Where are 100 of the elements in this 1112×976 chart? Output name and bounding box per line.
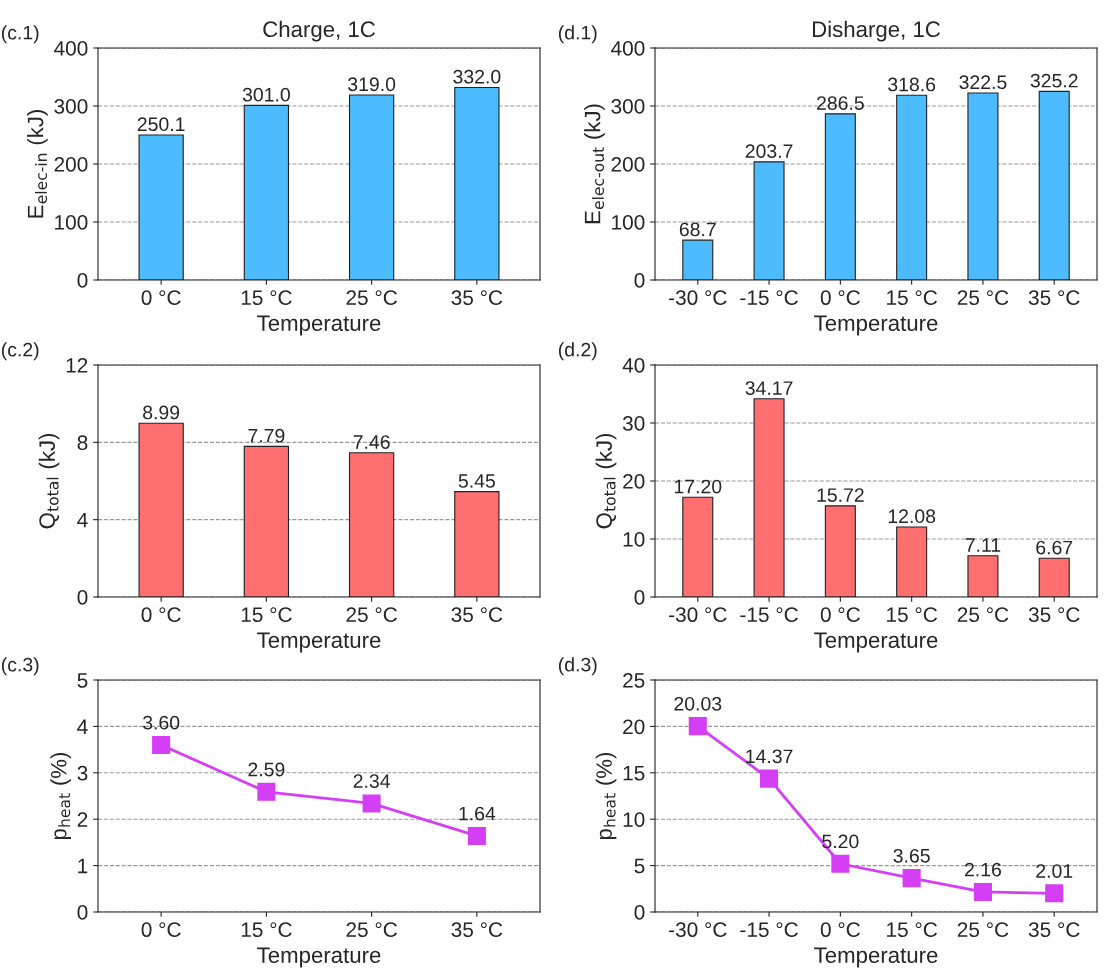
y-axis-title: p$_{heat}$ (%) bbox=[595, 752, 617, 840]
x-tick-label: 25 °C bbox=[346, 607, 397, 623]
y-tick-label: 10 bbox=[623, 532, 645, 547]
x-tick-label: 25 °C bbox=[957, 290, 1009, 306]
data-label: 325.2 bbox=[1030, 73, 1078, 88]
y-tick-label: 15 bbox=[623, 766, 645, 781]
point bbox=[760, 769, 779, 788]
y-tick-label: 300 bbox=[54, 99, 88, 114]
data-label: 17.20 bbox=[674, 479, 722, 494]
point bbox=[831, 854, 850, 873]
y-tick-label: 1 bbox=[78, 858, 88, 874]
point bbox=[902, 869, 921, 888]
y-axis-title: Q$_{total}$ (kJ) bbox=[38, 433, 60, 529]
x-tick-label: 0 °C bbox=[141, 290, 181, 306]
y-tick-label: 40 bbox=[622, 358, 645, 373]
data-label: 203.7 bbox=[745, 144, 793, 159]
data-label: 2.16 bbox=[964, 862, 1001, 877]
x-tick-label: 35 °C bbox=[451, 922, 503, 938]
data-label: 1.64 bbox=[459, 806, 496, 821]
x-tick-label: 25 °C bbox=[957, 922, 1009, 938]
y-tick-label: 0 bbox=[634, 590, 645, 605]
data-label: 7.46 bbox=[353, 435, 390, 449]
point bbox=[467, 826, 486, 845]
point bbox=[688, 717, 707, 736]
point bbox=[257, 782, 276, 801]
data-label: 7.79 bbox=[248, 428, 285, 443]
point bbox=[362, 794, 381, 813]
y-tick-label: 20 bbox=[623, 719, 645, 735]
x-tick-label: 25 °C bbox=[346, 922, 397, 938]
y-tick-label: 20 bbox=[623, 474, 645, 489]
y-tick-label: 0 bbox=[77, 905, 88, 920]
x-tick-label: -15 °C bbox=[740, 922, 798, 938]
data-label: 3.60 bbox=[142, 715, 180, 730]
y-tick-label: 0 bbox=[634, 273, 645, 288]
x-tick-label: 0 °C bbox=[820, 607, 860, 623]
x-tick-label: 15 °C bbox=[887, 922, 938, 938]
data-label: 3.65 bbox=[893, 848, 930, 863]
y-tick-label: 100 bbox=[55, 215, 88, 230]
y-tick-label: 200 bbox=[54, 157, 88, 172]
data-label: 68.7 bbox=[679, 222, 716, 237]
y-tick-label: 0 bbox=[634, 905, 645, 920]
data-label: 8.99 bbox=[143, 405, 180, 420]
y-tick-label: 5 bbox=[634, 858, 645, 874]
y-tick-label: 12 bbox=[66, 358, 88, 373]
data-label: 12.08 bbox=[888, 509, 936, 524]
data-label: 319.0 bbox=[348, 77, 396, 92]
y-tick-label: 4 bbox=[77, 512, 88, 528]
y-tick-label: 30 bbox=[622, 416, 645, 431]
data-label: 2.34 bbox=[353, 774, 390, 788]
y-axis-title: Q$_{total}$ (kJ) bbox=[595, 433, 617, 529]
y-tick-label: 400 bbox=[611, 41, 645, 56]
point bbox=[152, 735, 171, 754]
x-tick-label: 25 °C bbox=[957, 607, 1009, 623]
data-label: 286.5 bbox=[817, 96, 864, 110]
x-tick-label: -30 °C bbox=[669, 290, 727, 306]
y-tick-label: 8 bbox=[77, 435, 88, 451]
x-tick-label: -30 °C bbox=[669, 607, 727, 623]
x-tick-label: 0 °C bbox=[820, 290, 860, 306]
y-tick-label: 5 bbox=[77, 673, 88, 688]
text: (d.2) bbox=[558, 342, 597, 361]
point bbox=[1045, 884, 1064, 903]
y-tick-label: 25 bbox=[623, 673, 645, 688]
data-label: 322.5 bbox=[959, 75, 1007, 90]
y-tick-label: 300 bbox=[611, 99, 645, 114]
y-tick-label: 200 bbox=[611, 157, 645, 172]
x-tick-label: -15 °C bbox=[740, 607, 798, 623]
x-axis-title: Temperature bbox=[257, 632, 381, 653]
data-label: 20.03 bbox=[674, 696, 722, 711]
chart-title: Disharge, 1C bbox=[812, 20, 940, 42]
data-label: 7.11 bbox=[965, 538, 1001, 552]
data-label: 250.1 bbox=[137, 117, 185, 132]
x-tick-label: 15 °C bbox=[241, 607, 292, 623]
data-label: 15.72 bbox=[817, 488, 864, 502]
x-tick-label: 0 °C bbox=[141, 922, 181, 938]
text: (c.3) bbox=[1, 657, 39, 676]
text: (c.1) bbox=[1, 25, 39, 44]
y-tick-label: 4 bbox=[77, 719, 88, 734]
point bbox=[973, 882, 992, 901]
x-axis-title: Temperature bbox=[257, 315, 381, 336]
x-tick-label: 0 °C bbox=[820, 922, 860, 938]
y-tick-label: 2 bbox=[77, 812, 88, 827]
text: (d.3) bbox=[558, 657, 597, 676]
x-axis-title: Temperature bbox=[814, 947, 938, 968]
x-axis-title: Temperature bbox=[257, 947, 381, 968]
y-axis-title: p$_{heat}$ (%) bbox=[50, 752, 71, 840]
y-tick-label: 3 bbox=[77, 765, 88, 781]
x-tick-label: 0 °C bbox=[141, 607, 181, 623]
x-tick-label: -30 °C bbox=[669, 922, 727, 938]
x-tick-label: 15 °C bbox=[887, 290, 938, 306]
data-label: 301.0 bbox=[242, 87, 290, 102]
y-tick-label: 400 bbox=[54, 41, 88, 56]
data-label: 5.45 bbox=[458, 474, 495, 488]
text: (d.1) bbox=[558, 25, 597, 44]
x-tick-label: 35 °C bbox=[451, 607, 503, 623]
x-axis-title: Temperature bbox=[814, 632, 938, 653]
chart-title: Charge, 1C bbox=[263, 20, 375, 42]
x-tick-label: 15 °C bbox=[241, 290, 292, 306]
x-tick-label: -15 °C bbox=[740, 290, 798, 306]
y-tick-label: 0 bbox=[77, 273, 88, 288]
x-tick-label: 15 °C bbox=[887, 607, 938, 623]
